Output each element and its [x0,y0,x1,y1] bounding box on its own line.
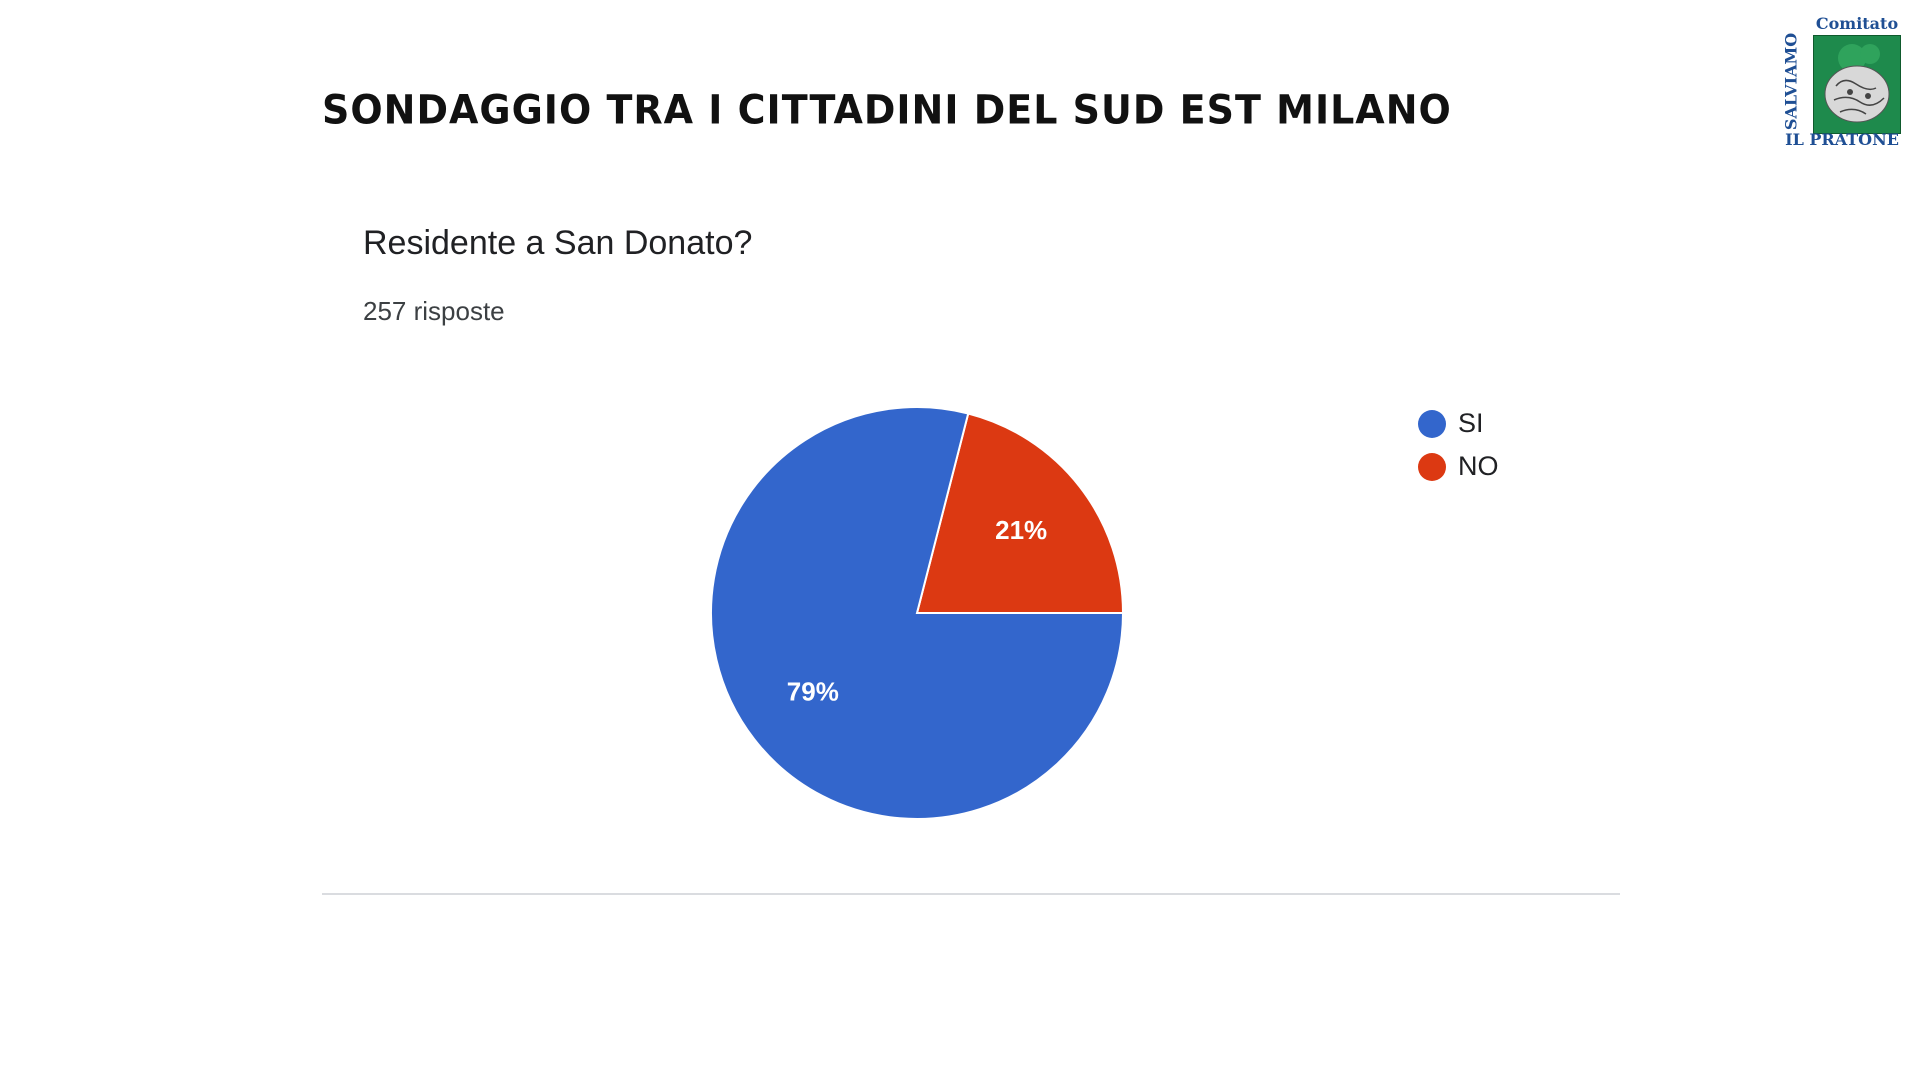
pie-slice-no [915,412,1125,614]
pie-slice-si [710,406,1125,820]
pie-label-si: 79% [787,677,839,707]
chart-legend: SI NO [1418,402,1499,488]
response-count: 257 risposte [363,296,505,326]
legend-item-si: SI [1418,402,1499,445]
legend-swatch-si [1418,409,1446,438]
legend-label-no: NO [1458,451,1499,481]
logo-top-text: Comitato [1815,14,1899,33]
legend-swatch-no [1418,452,1446,481]
question-title: Residente a San Donato? [363,224,753,262]
logo-bottom-text: IL PRATONE [1785,130,1899,149]
page-banner-title: SONDAGGIO TRA I CITTADINI DEL SUD EST MI… [322,86,1452,134]
logo-emblem-icon [1813,35,1901,134]
legend-item-no: NO [1418,445,1499,488]
comitato-logo: Comitato SALVIAMO IL PRATONE [1782,10,1901,155]
legend-label-si: SI [1458,408,1484,438]
section-divider [322,893,1620,895]
pie-label-no: 21% [995,515,1047,545]
